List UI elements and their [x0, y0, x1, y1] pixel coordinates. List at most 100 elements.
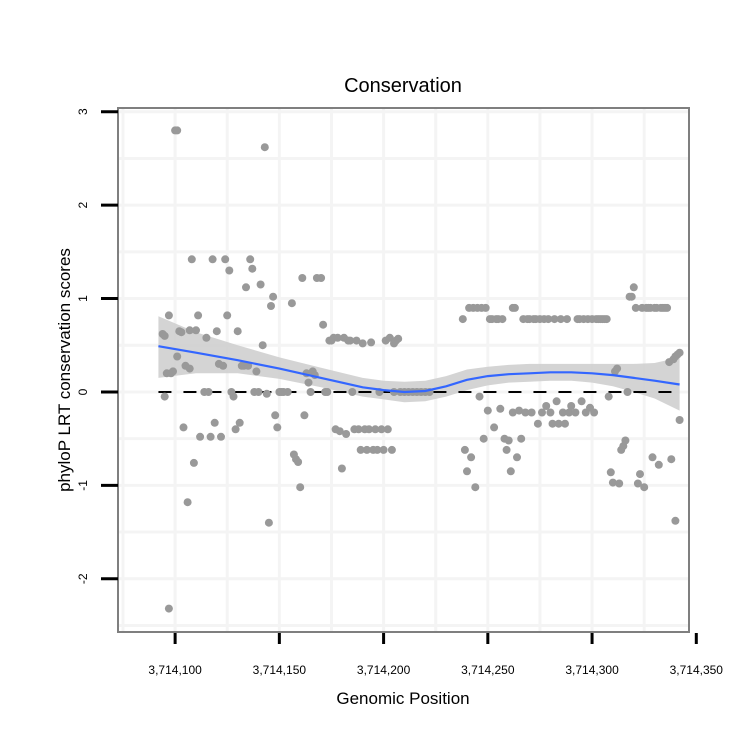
data-point — [561, 419, 569, 428]
x-tick-label: 3,714,200 — [357, 663, 411, 677]
data-point — [504, 436, 513, 445]
data-point — [654, 460, 663, 469]
data-point — [373, 445, 382, 454]
data-point — [223, 311, 232, 320]
data-point — [460, 445, 469, 454]
data-point — [337, 464, 346, 473]
data-point — [513, 453, 521, 462]
data-point — [260, 143, 269, 152]
data-point — [538, 408, 546, 417]
data-point — [262, 389, 271, 398]
data-point — [294, 458, 303, 466]
y-tick-label: 1 — [76, 295, 90, 302]
data-point — [346, 336, 355, 345]
data-point — [269, 292, 278, 301]
y-tick-label: 2 — [76, 201, 90, 208]
data-point — [502, 445, 511, 454]
data-point — [556, 315, 565, 324]
data-point — [563, 315, 571, 324]
data-point — [217, 432, 225, 441]
data-point — [264, 518, 273, 527]
x-tick-label: 3,714,300 — [565, 663, 619, 677]
data-point — [550, 315, 559, 324]
data-point — [206, 432, 215, 441]
data-point — [258, 341, 267, 350]
data-point — [202, 333, 211, 342]
data-point — [160, 392, 169, 401]
y-axis-title: phyloP LRT conservation scores — [55, 248, 74, 492]
data-point — [192, 326, 200, 335]
data-point — [242, 283, 250, 292]
data-point — [590, 408, 599, 417]
data-point — [225, 266, 234, 275]
data-point — [371, 425, 380, 434]
data-point — [548, 419, 557, 428]
data-point — [602, 315, 611, 324]
data-point — [490, 423, 499, 432]
x-tick-label: 3,714,100 — [148, 663, 202, 677]
data-point — [362, 445, 371, 454]
data-point — [606, 468, 615, 477]
data-point — [185, 364, 194, 373]
data-point — [354, 425, 363, 434]
data-point — [565, 408, 574, 417]
data-point — [196, 432, 205, 441]
data-point — [348, 388, 357, 396]
data-point — [527, 408, 536, 417]
y-tick-label: 3 — [76, 108, 90, 115]
data-point — [667, 455, 676, 464]
data-point — [287, 299, 296, 308]
data-point — [577, 397, 586, 406]
data-point — [383, 425, 392, 434]
data-point — [204, 388, 213, 396]
data-point — [379, 445, 388, 454]
data-point — [385, 333, 394, 342]
data-point — [296, 483, 305, 492]
data-point — [319, 320, 328, 329]
data-point — [246, 255, 255, 264]
data-point — [252, 367, 261, 376]
data-point — [515, 406, 524, 415]
data-point — [554, 419, 563, 428]
data-point — [496, 404, 505, 413]
data-point — [352, 336, 361, 345]
data-point — [256, 280, 265, 289]
data-point — [221, 255, 230, 264]
data-point — [342, 430, 351, 438]
data-point — [394, 334, 403, 343]
data-point — [546, 408, 555, 417]
data-point — [567, 402, 576, 410]
data-point — [231, 425, 240, 434]
y-axis: 3 2 1 0 -1 -2 — [76, 108, 118, 584]
data-point — [675, 416, 684, 424]
x-tick-label: 3,714,350 — [670, 663, 724, 677]
data-point — [185, 326, 194, 335]
data-point — [210, 418, 219, 427]
data-point — [640, 483, 649, 492]
data-point — [517, 434, 526, 443]
data-point — [510, 303, 519, 312]
data-point — [633, 479, 642, 488]
data-point — [248, 264, 257, 273]
data-point — [323, 388, 332, 396]
data-point — [604, 392, 613, 401]
data-point — [365, 425, 373, 434]
chart-title: Conservation — [344, 75, 462, 97]
data-point — [671, 516, 680, 525]
data-point — [458, 315, 467, 324]
data-point — [271, 411, 280, 420]
data-point — [219, 361, 228, 370]
data-point — [160, 331, 169, 340]
plot-border — [117, 107, 690, 633]
data-point — [663, 303, 672, 312]
data-point — [475, 392, 484, 401]
data-point — [333, 333, 342, 342]
data-point — [508, 408, 517, 417]
data-point — [298, 274, 307, 282]
data-point — [533, 419, 542, 428]
data-point — [387, 445, 396, 454]
data-point — [179, 423, 188, 432]
data-point — [623, 388, 632, 396]
data-point — [356, 445, 365, 454]
